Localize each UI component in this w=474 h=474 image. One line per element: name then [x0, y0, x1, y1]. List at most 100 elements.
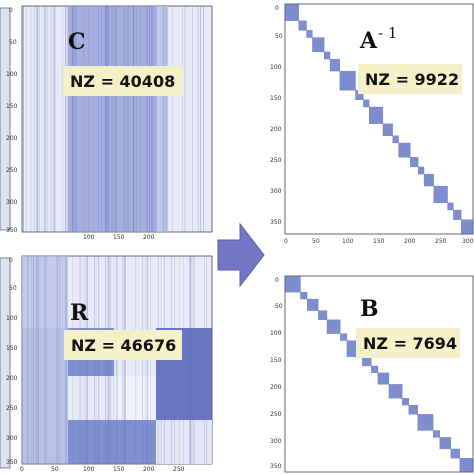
- tick-label: 100: [83, 234, 95, 240]
- tick-label: 50: [312, 238, 320, 245]
- diagonal-block: [398, 142, 411, 158]
- tick-label: 0: [9, 257, 13, 264]
- tick-label: 250: [6, 405, 18, 412]
- matrix-b-yticks: 0 50 100 150 200 250 300 350: [270, 277, 283, 470]
- diagonal-block: [284, 3, 299, 21]
- matrix-b-letter: B: [360, 296, 379, 322]
- matrix-c-yticks: 0 50 100 150 200 250 300 350: [6, 7, 18, 234]
- diagonal-block: [450, 448, 460, 459]
- matrix-c-panel: 0 50 100 150 200 250 300 350 100 150 200…: [6, 5, 213, 240]
- diagonal-block: [363, 99, 370, 108]
- tick-label: 150: [270, 357, 282, 364]
- diagonal-block: [423, 173, 434, 187]
- tick-label: 200: [270, 126, 282, 133]
- diagonal-block: [433, 430, 440, 438]
- tick-label: 100: [83, 466, 95, 473]
- diagonal-block: [417, 414, 434, 431]
- tick-label: 0: [9, 7, 13, 14]
- nz-b-box: [356, 328, 460, 358]
- nz-r-box: [64, 330, 182, 360]
- diagonal-block: [392, 135, 399, 144]
- diagonal-block: [339, 70, 356, 91]
- matrix-r-xticks: 0 50 100 150 200 250: [20, 466, 185, 473]
- tick-label: 50: [275, 33, 283, 40]
- matrix-c-xticks: 100 150 200: [83, 234, 155, 240]
- tick-label: 250: [6, 167, 18, 174]
- tick-label: 300: [6, 199, 18, 206]
- diagonal-block: [447, 202, 454, 211]
- tick-label: 200: [6, 375, 18, 382]
- tick-label: 200: [143, 466, 155, 473]
- tick-label: 200: [6, 135, 18, 142]
- tick-label: 350: [270, 219, 282, 226]
- diagonal-block: [318, 310, 328, 320]
- tick-label: 0: [275, 277, 279, 284]
- diagonal-block: [388, 384, 403, 399]
- matrix-b-plot: [284, 275, 474, 473]
- tick-label: 200: [270, 384, 282, 391]
- diagonal-block: [369, 106, 384, 124]
- diagonal-block: [418, 166, 425, 175]
- tick-label: 100: [6, 315, 18, 322]
- tick-label: 150: [113, 234, 125, 240]
- matrix-r-yticks: 0 50 100 150 200 250 300 350: [6, 257, 18, 466]
- tick-label: 300: [270, 188, 282, 195]
- matrix-ainv-xticks: 0 50 100 150 200 250 300: [284, 238, 474, 245]
- diagonal-block: [459, 458, 474, 473]
- nz-ainv-box: [358, 64, 462, 94]
- tick-label: 50: [51, 466, 59, 473]
- tick-label: 0: [20, 466, 24, 473]
- tick-label: 350: [6, 459, 18, 466]
- matrix-ainv-panel: 0 50 100 150 200 250 300 350 0 50 100 15…: [270, 3, 474, 245]
- matrix-c-letter: C: [68, 29, 86, 55]
- matrix-c-dense-band: [68, 6, 156, 232]
- matrix-r-block: [114, 376, 156, 420]
- left-edge-panels: [0, 7, 11, 469]
- tick-label: 0: [284, 238, 288, 245]
- diagonal-block: [300, 291, 308, 300]
- matrix-ainv-plot: [284, 3, 474, 235]
- matrix-c-plot: [21, 5, 213, 233]
- diagonal-block: [340, 333, 348, 341]
- matrix-b-panel: 0 50 100 150 200 250 300 350 B NZ = 7694: [270, 275, 474, 473]
- tick-label: 250: [435, 238, 447, 245]
- nz-c-label: NZ = 40408: [70, 72, 175, 91]
- tick-label: 150: [113, 466, 125, 473]
- diagonal-block: [298, 20, 307, 31]
- diagonal-block: [329, 58, 340, 72]
- matrix-r-block: [156, 420, 212, 464]
- tick-label: 150: [6, 345, 18, 352]
- nz-r-label: NZ = 46676: [71, 336, 176, 355]
- tick-label: 0: [275, 5, 279, 12]
- diagonal-block: [461, 219, 474, 235]
- tick-label: 150: [6, 103, 18, 110]
- tick-label: 250: [173, 466, 185, 473]
- matrix-ainv-letter: A: [359, 28, 378, 54]
- matrix-ainv-superscript: - 1: [378, 24, 397, 42]
- diagonal-block: [324, 51, 331, 60]
- diagonal-block: [362, 356, 372, 367]
- diagonal-block: [402, 398, 410, 406]
- diagonal-block: [408, 404, 418, 415]
- tick-label: 250: [270, 411, 282, 418]
- matrix-ainv-yticks: 0 50 100 150 200 250 300 350: [270, 5, 283, 226]
- diagonal-block: [377, 372, 390, 385]
- tick-label: 350: [270, 463, 282, 470]
- diagonal-block: [284, 275, 301, 293]
- matrix-r-letter: R: [70, 300, 89, 326]
- diagonal-block: [371, 365, 379, 373]
- diagonal-block: [382, 123, 393, 136]
- diagonal-block: [312, 37, 325, 53]
- diagonal-block: [306, 298, 319, 311]
- matrix-r-block: [68, 420, 156, 464]
- matrix-r-panel: 0 50 100 150 200 250 300 350 0 50 100 15…: [6, 255, 213, 473]
- tick-label: 100: [342, 238, 354, 245]
- tick-label: 50: [9, 285, 17, 292]
- nz-b-label: NZ = 7694: [363, 334, 457, 353]
- diagonal-block: [453, 209, 462, 220]
- transform-arrow: [217, 222, 265, 288]
- diagonal-block: [326, 319, 341, 334]
- tick-label: 150: [373, 238, 385, 245]
- diagonal-block: [306, 30, 313, 38]
- tick-label: 200: [143, 234, 155, 240]
